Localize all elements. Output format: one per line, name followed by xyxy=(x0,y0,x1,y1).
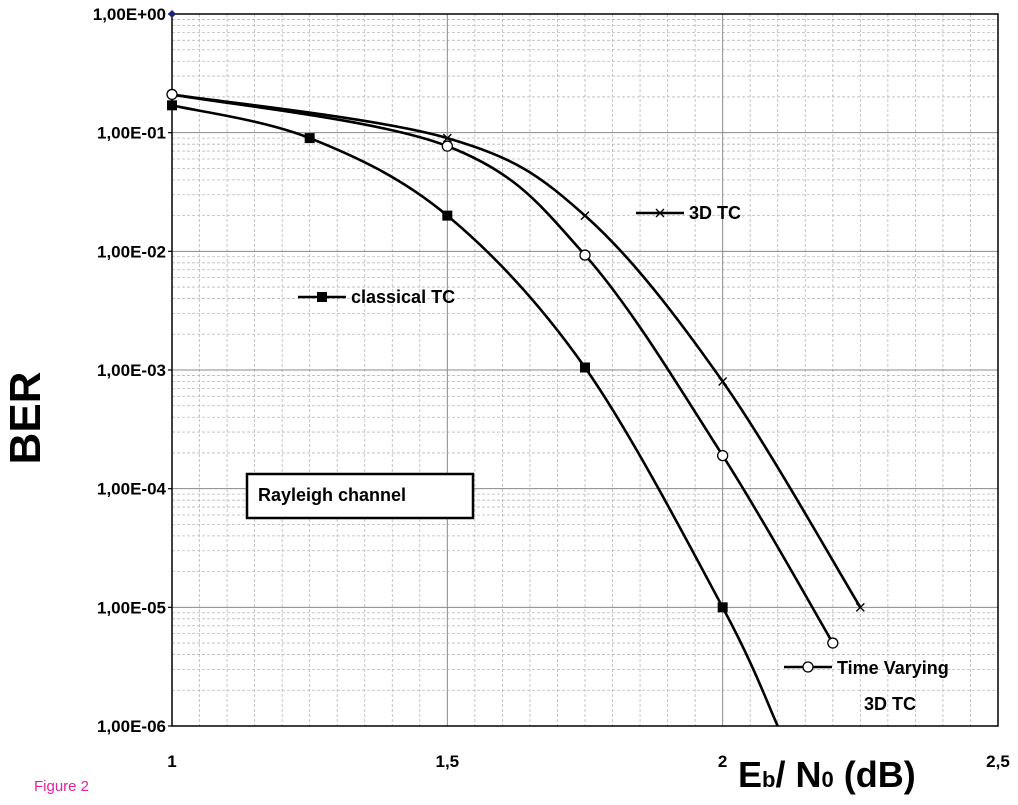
y-tick-label: 1,00E-02 xyxy=(97,242,166,261)
y-tick-label: 1,00E+00 xyxy=(93,5,166,24)
data-point-3d-tc xyxy=(718,377,728,386)
x-tick-labels: 1 1,5 2 2,5 xyxy=(167,752,1010,771)
legend-label-time-varying-line2: 3D TC xyxy=(864,694,916,714)
data-point-time-varying-3d-tc xyxy=(717,449,729,462)
y-tick-labels: 1,00E+00 1,00E-01 1,00E-02 1,00E-03 1,00E-04… xyxy=(93,5,172,736)
data-point-3d-tc xyxy=(442,133,452,143)
data-point-time-varying-3d-tc xyxy=(441,140,453,152)
figure-caption: Figure 2 xyxy=(34,778,90,795)
x-axis-label-mid: / N xyxy=(775,754,821,795)
data-point-classical-tc xyxy=(304,133,315,144)
data-point-time-varying-3d-tc xyxy=(579,249,591,261)
x-tick-label: 1,5 xyxy=(436,752,460,771)
y-axis-label: BER xyxy=(1,372,50,465)
legend-time-varying-3d-tc-marker xyxy=(802,661,814,673)
data-point-classical-tc xyxy=(717,602,728,613)
top-data-point xyxy=(168,10,176,18)
y-tick-label: 1,00E-03 xyxy=(97,361,166,380)
data-point-time-varying-3d-tc xyxy=(827,637,839,649)
legend-3d-tc-marker xyxy=(655,208,665,218)
data-point-time-varying-3d-tc xyxy=(166,88,178,101)
data-point-classical-tc xyxy=(442,210,453,221)
legend-layer: 3D TC classical TC Time Varying 3D TC xyxy=(298,203,949,714)
x-tick-label: 2 xyxy=(718,752,727,771)
y-tick-label: 1,00E-06 xyxy=(97,717,166,736)
data-point-classical-tc xyxy=(580,362,590,373)
annotation-box xyxy=(245,472,475,520)
y-tick-label: 1,00E-01 xyxy=(97,124,166,143)
series-layer xyxy=(166,10,865,727)
x-tick-label: 1 xyxy=(167,752,176,771)
y-tick-label: 1,00E-04 xyxy=(97,480,167,499)
x-tick-label: 2,5 xyxy=(986,752,1010,771)
x-axis-label-main: E xyxy=(738,754,762,795)
legend-label-time-varying-line1: Time Varying xyxy=(837,658,949,678)
series-line-3d-tc xyxy=(171,93,862,609)
x-axis-label-sub2: 0 xyxy=(821,767,833,792)
x-axis-label-sub1: b xyxy=(762,767,775,792)
data-point-3d-tc xyxy=(580,211,590,221)
x-axis-label-end: (dB) xyxy=(834,754,916,795)
data-point-3d-tc xyxy=(855,602,865,612)
annotation-text: Rayleigh channel xyxy=(258,485,406,505)
x-axis-label: Eb/ N0 (dB) xyxy=(738,754,916,795)
legend-classical-tc-marker xyxy=(317,292,327,302)
legend-label-3d-tc: 3D TC xyxy=(689,203,741,223)
data-point-classical-tc xyxy=(167,100,177,111)
y-tick-label: 1,00E-05 xyxy=(97,598,166,617)
legend-label-classical-tc: classical TC xyxy=(351,287,455,307)
